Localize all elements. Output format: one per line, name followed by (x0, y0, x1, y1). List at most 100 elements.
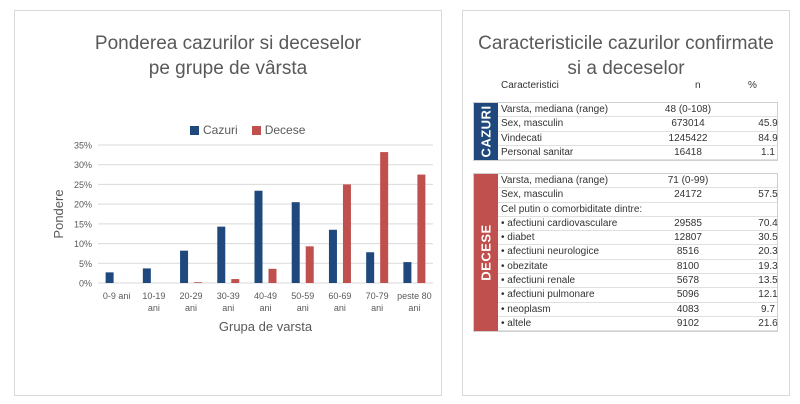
cell-label: Sex, masculin (501, 118, 564, 130)
x-tick-label: 30-39 (217, 291, 240, 301)
cell-n: 8516 (676, 246, 700, 258)
cell-label: Sex, masculin (501, 189, 564, 201)
y-tick-label: 15% (74, 219, 92, 229)
cell-n: 16418 (674, 146, 702, 158)
bar-cazuri (291, 202, 300, 283)
bar-decese (380, 152, 389, 283)
table-row: Varsta, mediana (range) 71 (0-99) (498, 174, 777, 189)
x-tick-label: ani (222, 303, 234, 313)
cell-label: Varsta, mediana (range) (501, 175, 609, 186)
cell-label: • afectiuni pulmonare (501, 289, 595, 301)
bar-cazuri (105, 272, 114, 283)
decese-block: DECESE Varsta, mediana (range) 71 (0-99) S… (473, 173, 778, 333)
x-tick-label: peste 80 (397, 291, 432, 301)
table-title-line: Caracteristicile cazurilor confirmate (478, 33, 774, 54)
x-tick-label: 0-9 ani (103, 291, 131, 301)
chart-legend: Cazuri Decese (190, 123, 305, 137)
x-tick-label: 40-49 (254, 291, 277, 301)
cell-label: • diabet (501, 232, 535, 244)
cell-label: Cel putin o comorbiditate dintre: (501, 203, 643, 215)
y-tick-label: 30% (74, 160, 92, 170)
cazuri-label: CAZURI (478, 105, 494, 158)
cell-n: 9102 (676, 317, 700, 329)
bar-cazuri (254, 190, 263, 283)
cell-label: Vindecati (501, 132, 542, 144)
cell-label: • altele (501, 317, 532, 329)
cazuri-block: CAZURI Varsta, mediana (range) 48 (0-108)… (473, 102, 778, 162)
cell-n: 673014 (671, 118, 705, 130)
cell-pct: 1.1 (761, 146, 775, 158)
legend-swatch (190, 126, 199, 135)
table-row: Sex, masculin 673014 45.9 (498, 117, 778, 132)
x-tick-label: 60-69 (328, 291, 351, 301)
bar-cazuri (328, 229, 337, 283)
x-tick-label: 10-19 (142, 291, 165, 301)
x-tick-label: 20-29 (180, 291, 203, 301)
bar-chart: 0% 5% 10% 15% 20% 25% 30% 35% 0-9 ani 10-19 ani 20-… (51, 141, 433, 334)
cell-pct: 21.6 (758, 317, 778, 329)
y-tick-label: 20% (74, 200, 92, 210)
table-row: • altele 9102 21.6 (498, 317, 778, 332)
bar-cazuri (180, 250, 189, 283)
legend-item-cazuri: Cazuri (190, 123, 238, 137)
cell-n: 1245422 (668, 132, 708, 144)
cell-n: 12807 (674, 232, 702, 244)
table-row: • afectiuni cardiovasculare 29585 70.4 (498, 217, 778, 232)
bar-decese (342, 184, 351, 283)
bar-cazuri (142, 268, 151, 283)
header-n: n (695, 80, 701, 91)
table-row: Sex, masculin 24172 57.5 (498, 188, 778, 203)
cazuri-side-label: CAZURI (474, 103, 498, 161)
chart-title-line: pe grupe de vârsta (148, 58, 308, 79)
cell-label: • neoplasm (501, 303, 551, 315)
cell-label: • obezitate (501, 260, 548, 272)
bar-decese (194, 282, 203, 283)
bar-cazuri (403, 262, 412, 283)
table-row: • diabet 12807 30.5 (498, 231, 778, 246)
cell-pct: 20.3 (758, 246, 778, 258)
table-row: • obezitate 8100 19.3 (498, 260, 778, 275)
table-row: • afectiuni renale 5678 13.5 (498, 274, 778, 289)
cell-pct: 12.1 (758, 289, 778, 301)
x-tick-label: 70-79 (366, 291, 389, 301)
bar-decese (268, 268, 277, 283)
decese-label: DECESE (478, 224, 494, 281)
x-axis-label: Grupa de varsta (219, 319, 313, 334)
cell-n: 24172 (674, 189, 702, 201)
header-pct: % (748, 80, 757, 91)
x-tick-label: ani (408, 303, 420, 313)
cell-pct: 19.3 (758, 260, 778, 272)
x-tick-label: ani (185, 303, 197, 313)
table-title-line: si a deceselor (567, 58, 685, 79)
x-tick-label: 50-59 (291, 291, 314, 301)
cell-pct: 84.9 (758, 132, 778, 144)
cell-label: • afectiuni renale (501, 275, 576, 287)
x-tick-label: ani (148, 303, 160, 313)
cell-pct: 70.4 (758, 217, 778, 229)
legend-swatch (251, 126, 261, 135)
bar-cazuri (366, 252, 375, 283)
cell-pct: 45.9 (758, 118, 778, 130)
table-row: Vindecati 1245422 84.9 (498, 132, 778, 146)
table-row: Varsta, mediana (range) 48 (0-108) (498, 103, 777, 118)
bar-cazuri (217, 226, 226, 283)
table-row: • afectiuni neurologice 8516 20.3 (498, 245, 778, 260)
x-tick-label: ani (297, 303, 309, 313)
cell-n: 29585 (674, 217, 702, 229)
x-tick-label: ani (371, 303, 383, 313)
y-tick-label: 5% (79, 259, 92, 269)
x-tick-label: ani (334, 303, 346, 313)
legend-label: Cazuri (203, 123, 238, 137)
cell-label: Varsta, mediana (range) (501, 104, 609, 115)
decese-side-label: DECESE (474, 174, 498, 332)
cell-pct: 13.5 (758, 275, 778, 287)
cell-n: 71 (0-99) (667, 175, 709, 186)
bar-decese (231, 279, 240, 283)
cell-pct: 57.5 (758, 189, 778, 201)
cell-label: • afectiuni cardiovasculare (501, 217, 618, 229)
y-tick-label: 10% (74, 239, 92, 249)
bar-decese (417, 174, 426, 283)
cell-label: Personal sanitar (501, 146, 574, 158)
cell-label: • afectiuni neurologice (501, 246, 600, 258)
cell-n: 48 (0-108) (664, 104, 712, 115)
